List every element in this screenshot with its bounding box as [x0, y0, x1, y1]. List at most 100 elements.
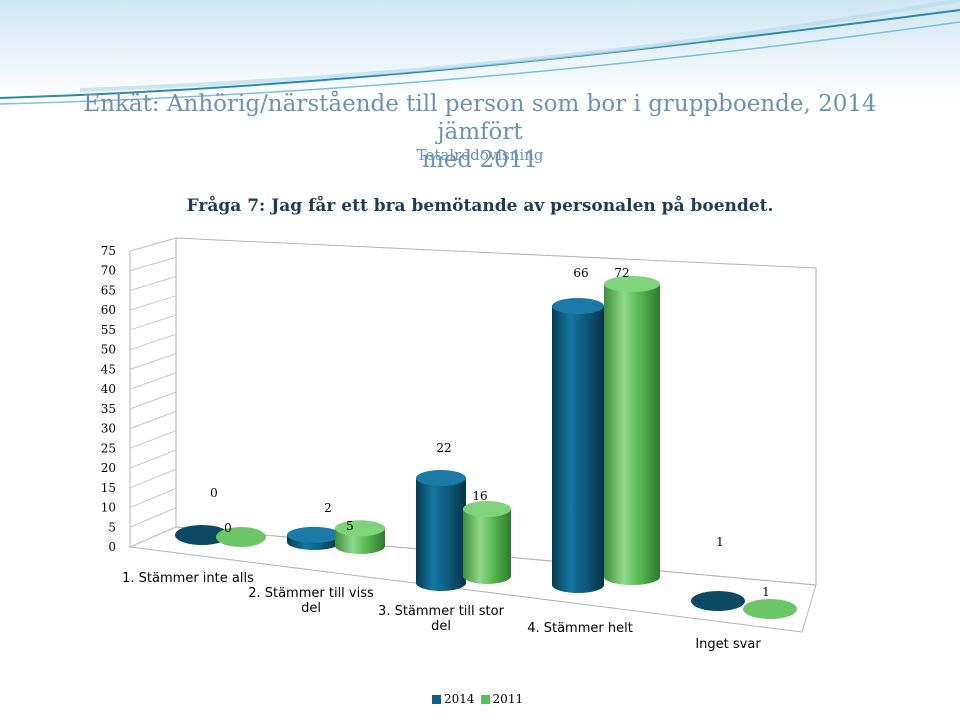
data-label-2011-cat1: 0 [224, 521, 232, 535]
bar-bottom [463, 568, 511, 584]
category-label: del [301, 601, 321, 616]
banner-swoosh [0, 9, 960, 99]
grid-tick-line [129, 391, 177, 410]
bar-disc [216, 527, 266, 547]
grid-tick-line [129, 237, 177, 252]
y-tick-label: 5 [108, 520, 116, 534]
bar-bottom [604, 569, 660, 585]
grid-tick-line [129, 372, 177, 390]
y-tick-label: 60 [101, 303, 116, 317]
grid-tick-line [129, 526, 177, 548]
bar-bottom [335, 538, 385, 554]
title-line-1: Enkät: Anhörig/närstående till person so… [83, 91, 877, 145]
bar-2011-cat4 [604, 276, 660, 585]
y-tick-label: 15 [101, 481, 116, 495]
bar-top [552, 298, 604, 314]
category-label: 4. Stämmer helt [527, 621, 633, 636]
y-tick-label: 0 [108, 540, 116, 554]
data-label-2011-cat2: 5 [346, 519, 354, 533]
bar-body [552, 306, 604, 585]
bar-top [463, 501, 511, 517]
category-label: 1. Stämmer inte alls [122, 571, 254, 586]
header-banner-decoration [0, 0, 960, 105]
y-tick-label: 40 [101, 382, 116, 396]
legend-label-2011: 2011 [492, 692, 524, 706]
bar-2011-cat2 [335, 520, 385, 554]
legend-swatch-2014 [432, 694, 441, 704]
legend-item-2014: 2014 [432, 692, 475, 706]
y-tick-label: 10 [101, 501, 116, 515]
bar-top [287, 526, 341, 543]
bars-layer [175, 276, 797, 619]
data-label-2014-cat2: 2 [324, 501, 332, 515]
y-tick-label: 20 [101, 461, 116, 475]
y-tick-label: 65 [101, 283, 116, 297]
bar-disc [743, 599, 797, 619]
category-label: 2. Stämmer till viss [248, 586, 374, 601]
legend-item-2011: 2011 [480, 692, 524, 706]
data-label-2011-cat5: 1 [762, 585, 770, 599]
bar-2014-cat3 [416, 470, 466, 591]
grid-tick-line [129, 353, 177, 370]
data-label-2011-cat4: 72 [614, 266, 629, 280]
bar-2014-cat2 [287, 526, 341, 550]
grid-tick-line [129, 295, 177, 311]
page-title: Enkät: Anhörig/närstående till person so… [60, 90, 900, 174]
category-label: Inget svar [695, 637, 761, 652]
bar-bottom [416, 575, 466, 591]
y-tick-label: 35 [101, 402, 116, 416]
grid-tick-line [129, 333, 177, 351]
grid-tick-line [129, 430, 177, 449]
grid-tick-line [129, 256, 177, 272]
y-axis: 0 5 10 15 20 25 30 35 40 45 50 55 60 65 70 75 [101, 237, 177, 554]
data-label-2011-cat3: 16 [472, 489, 487, 503]
y-tick-label: 25 [101, 441, 116, 455]
bar-body [604, 284, 660, 577]
legend-swatch-2011 [480, 694, 490, 704]
grid-tick-line [129, 449, 177, 469]
bar-body [463, 509, 511, 576]
bar-top [335, 520, 385, 537]
data-label-2014-cat3: 22 [436, 441, 451, 455]
y-tick-label: 75 [101, 244, 116, 258]
bar-2014-cat5 [691, 591, 745, 611]
bar-2011-cat5 [743, 599, 797, 619]
bar-2014-cat1 [175, 525, 229, 545]
grid-tick-line [129, 410, 177, 430]
bar-2011-cat3 [463, 501, 511, 584]
bar-top [604, 276, 660, 292]
y-tick-label: 70 [101, 264, 116, 278]
data-label-2014-cat4: 66 [573, 266, 588, 280]
banner-swoosh [79, 0, 960, 92]
bar-disc [175, 525, 229, 545]
y-tick-label: 45 [101, 362, 116, 376]
bar-2014-cat4 [552, 298, 604, 593]
bar-2011-cat1 [216, 527, 266, 547]
data-label-2014-cat1: 0 [210, 486, 218, 500]
side-wall [129, 237, 177, 548]
category-label: 3. Stämmer till stor [378, 604, 505, 619]
legend-label-2014: 2014 [444, 692, 475, 706]
title-line-2: med 2011 [422, 147, 538, 173]
y-tick-label: 30 [101, 422, 116, 436]
banner-swoosh [0, 21, 960, 105]
category-label: del [431, 619, 451, 634]
grid-tick-line [129, 314, 177, 331]
bar-top [416, 470, 466, 486]
grid-tick-line [129, 276, 177, 291]
y-tick-label: 55 [101, 323, 116, 337]
bar-bottom [552, 577, 604, 593]
grid-tick-line [129, 507, 177, 528]
y-tick-label: 50 [101, 343, 116, 357]
bar-disc [691, 591, 745, 611]
grid-tick-line [129, 468, 177, 489]
data-labels-layer: 0 0 25 22 16 66 72 1 1 [210, 266, 770, 599]
page-subtitle: Totalredovisning [416, 146, 544, 164]
grid-tick-line [129, 488, 177, 508]
bar-body [416, 478, 466, 583]
question-heading: Fråga 7: Jag får ett bra bemötande av pe… [186, 196, 774, 216]
legend: 2014 2011 [432, 692, 529, 706]
data-label-2014-cat5: 1 [716, 535, 724, 549]
